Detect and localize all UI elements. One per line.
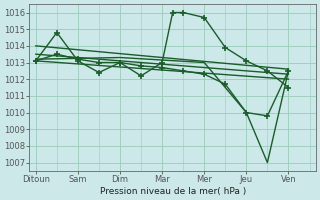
X-axis label: Pression niveau de la mer( hPa ): Pression niveau de la mer( hPa ) bbox=[100, 187, 246, 196]
